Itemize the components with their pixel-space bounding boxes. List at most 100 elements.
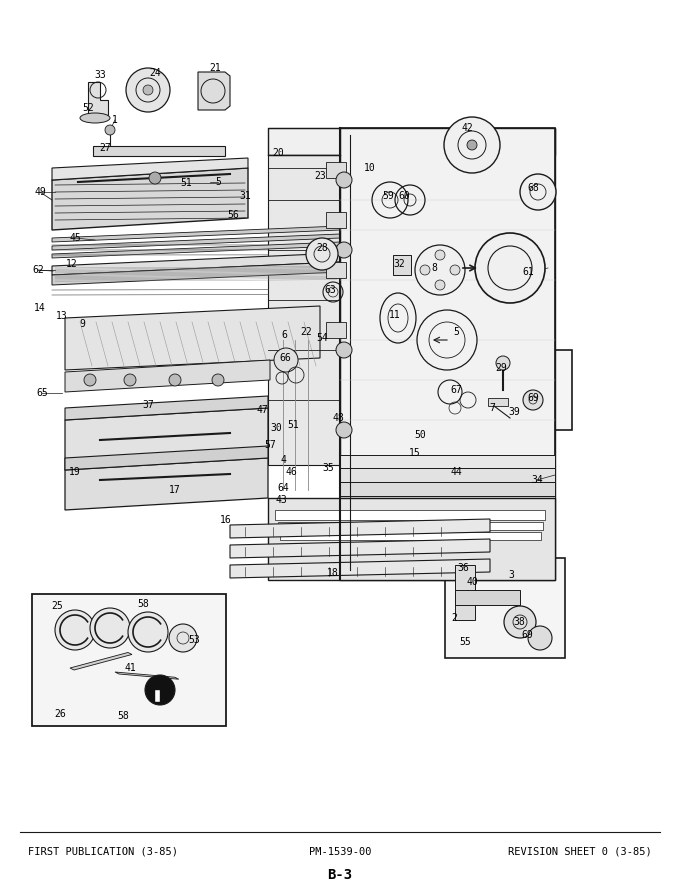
- Text: REVISION SHEET 0 (3-85): REVISION SHEET 0 (3-85): [508, 847, 652, 857]
- Text: 4: 4: [280, 455, 286, 465]
- Text: 1: 1: [112, 115, 118, 125]
- Polygon shape: [268, 155, 340, 465]
- Text: 31: 31: [239, 191, 251, 201]
- Text: 63: 63: [324, 285, 336, 295]
- Text: 37: 37: [142, 400, 154, 410]
- Polygon shape: [280, 532, 541, 540]
- Circle shape: [520, 174, 556, 210]
- Text: 28: 28: [316, 243, 328, 253]
- Text: 49: 49: [34, 187, 46, 197]
- Text: 69: 69: [521, 630, 533, 640]
- Circle shape: [435, 250, 445, 260]
- Circle shape: [274, 348, 298, 372]
- Text: 12: 12: [66, 259, 78, 269]
- Circle shape: [212, 374, 224, 386]
- Text: 24: 24: [149, 68, 161, 78]
- Bar: [326, 322, 346, 338]
- Polygon shape: [52, 158, 248, 180]
- Text: 6: 6: [281, 330, 287, 340]
- Polygon shape: [52, 262, 340, 285]
- Text: 62: 62: [32, 265, 44, 275]
- Text: 10: 10: [364, 163, 376, 173]
- Text: 43: 43: [275, 495, 287, 505]
- Text: B-3: B-3: [328, 868, 352, 882]
- Text: 50: 50: [414, 430, 426, 440]
- Polygon shape: [65, 306, 320, 370]
- Text: 51: 51: [180, 178, 192, 188]
- Text: 8: 8: [431, 263, 437, 273]
- Bar: [393, 255, 411, 275]
- Polygon shape: [52, 168, 248, 230]
- Bar: [326, 262, 346, 278]
- Circle shape: [336, 172, 352, 188]
- Text: 3: 3: [508, 570, 514, 580]
- Circle shape: [420, 265, 430, 275]
- Text: 15: 15: [409, 448, 421, 458]
- Circle shape: [475, 233, 545, 303]
- Polygon shape: [340, 455, 555, 468]
- Text: 21: 21: [209, 63, 221, 73]
- Text: 33: 33: [94, 70, 106, 80]
- Polygon shape: [278, 522, 543, 530]
- Text: 27: 27: [99, 143, 111, 153]
- Text: 56: 56: [227, 210, 239, 220]
- Circle shape: [435, 280, 445, 290]
- Text: 57: 57: [264, 440, 276, 450]
- Polygon shape: [340, 496, 555, 510]
- Text: 45: 45: [69, 233, 81, 243]
- Text: 29: 29: [495, 363, 507, 373]
- Text: 60: 60: [398, 191, 410, 201]
- Circle shape: [417, 310, 477, 370]
- Bar: [326, 212, 346, 228]
- Polygon shape: [230, 519, 490, 538]
- Text: 16: 16: [220, 515, 232, 525]
- Circle shape: [84, 374, 96, 386]
- Text: 7: 7: [489, 403, 495, 413]
- Circle shape: [336, 422, 352, 438]
- Text: 52: 52: [82, 103, 94, 113]
- Polygon shape: [52, 242, 340, 258]
- Text: 47: 47: [256, 405, 268, 415]
- Polygon shape: [268, 498, 555, 580]
- Text: 38: 38: [513, 617, 525, 627]
- Text: 5: 5: [215, 177, 221, 187]
- Text: 48: 48: [332, 413, 344, 423]
- Polygon shape: [455, 565, 475, 620]
- Text: PM-1539-00: PM-1539-00: [309, 847, 371, 857]
- Bar: [155, 690, 160, 702]
- Circle shape: [467, 140, 477, 150]
- Text: 58: 58: [137, 599, 149, 609]
- Text: 14: 14: [34, 303, 46, 313]
- Text: 30: 30: [270, 423, 282, 433]
- Circle shape: [145, 675, 175, 705]
- Bar: [93, 146, 225, 156]
- Text: 44: 44: [450, 467, 462, 477]
- Text: 61: 61: [522, 267, 534, 277]
- Circle shape: [90, 608, 130, 648]
- Text: 32: 32: [393, 259, 405, 269]
- Bar: [326, 162, 346, 178]
- Text: 18: 18: [327, 568, 339, 578]
- Polygon shape: [115, 672, 179, 679]
- Text: 40: 40: [466, 577, 478, 587]
- Text: 34: 34: [531, 475, 543, 485]
- Polygon shape: [70, 652, 132, 670]
- Text: 25: 25: [51, 601, 63, 611]
- Circle shape: [336, 342, 352, 358]
- Circle shape: [128, 612, 168, 652]
- Text: 69: 69: [527, 393, 539, 403]
- Bar: [480, 350, 572, 430]
- Text: 67: 67: [450, 385, 462, 395]
- Polygon shape: [268, 128, 555, 155]
- Polygon shape: [65, 396, 268, 420]
- Text: 42: 42: [461, 123, 473, 133]
- Polygon shape: [88, 82, 108, 115]
- Text: 35: 35: [322, 463, 334, 473]
- Circle shape: [415, 245, 465, 295]
- Text: 65: 65: [36, 388, 48, 398]
- Polygon shape: [65, 360, 270, 392]
- Text: 9: 9: [79, 319, 85, 329]
- Bar: [32, 594, 226, 726]
- Text: 11: 11: [389, 310, 401, 320]
- Polygon shape: [455, 590, 520, 605]
